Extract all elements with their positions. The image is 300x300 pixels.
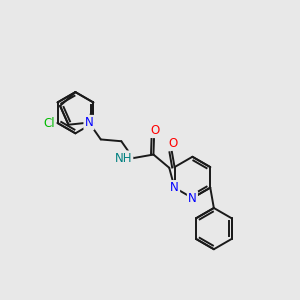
Text: Cl: Cl <box>43 116 55 130</box>
Text: N: N <box>85 116 93 129</box>
Text: O: O <box>150 124 160 137</box>
Text: N: N <box>188 191 197 205</box>
Text: NH: NH <box>115 152 132 165</box>
Text: O: O <box>168 137 178 150</box>
Text: N: N <box>170 181 179 194</box>
